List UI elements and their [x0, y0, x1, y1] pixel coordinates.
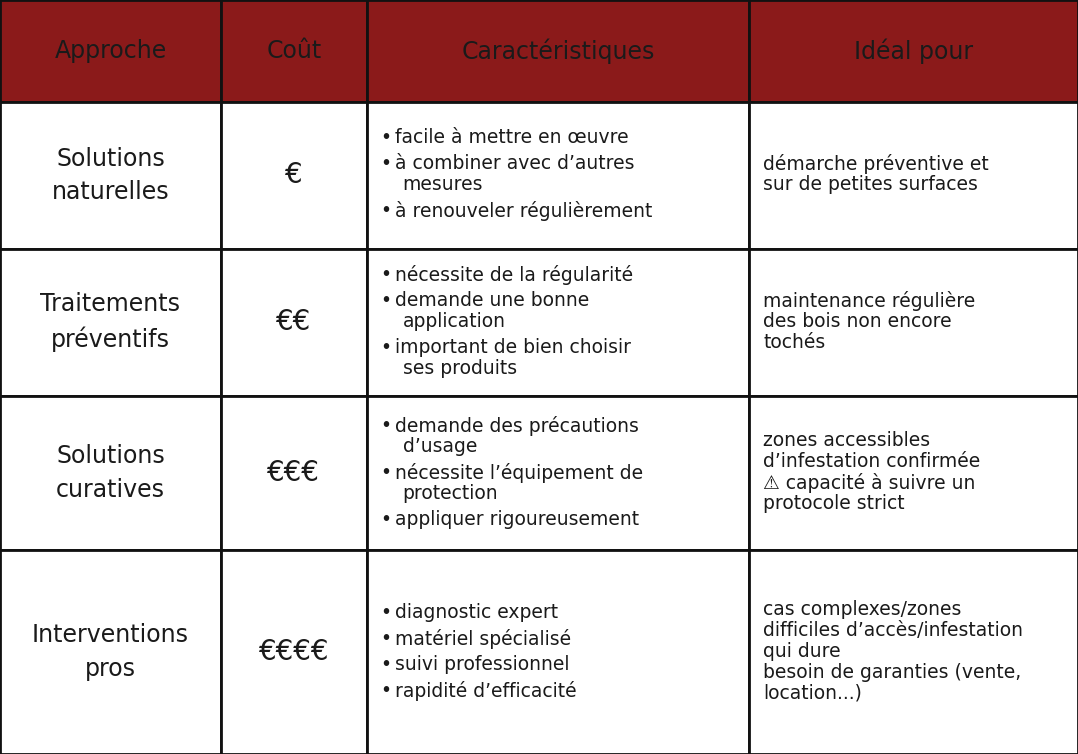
Text: nécessite l’équipement de: nécessite l’équipement de: [395, 463, 642, 483]
Text: des bois non encore: des bois non encore: [763, 312, 952, 331]
Bar: [0, 249, 221, 396]
Text: •: •: [381, 128, 391, 148]
Text: protocole strict: protocole strict: [763, 494, 904, 513]
Text: €€€€: €€€€: [259, 638, 329, 667]
Text: Traitements
préventifs: Traitements préventifs: [41, 293, 180, 352]
Text: protection: protection: [402, 483, 498, 503]
Text: Idéal pour: Idéal pour: [854, 38, 973, 63]
Bar: [221, 249, 367, 396]
Text: •: •: [381, 463, 391, 482]
Bar: [0, 396, 221, 550]
Text: diagnostic expert: diagnostic expert: [395, 603, 557, 622]
Text: demande des précautions: demande des précautions: [395, 415, 638, 436]
Text: €: €: [285, 161, 303, 189]
Text: sur de petites surfaces: sur de petites surfaces: [763, 176, 978, 195]
Text: mesures: mesures: [402, 176, 483, 195]
Text: ses produits: ses produits: [402, 359, 516, 378]
Bar: [221, 550, 367, 754]
Text: Approche: Approche: [54, 39, 167, 63]
Bar: [749, 550, 1078, 754]
Text: besoin de garanties (vente,: besoin de garanties (vente,: [763, 663, 1022, 682]
Text: Coût: Coût: [266, 39, 321, 63]
Text: €€: €€: [276, 308, 312, 336]
Text: zones accessibles: zones accessibles: [763, 431, 930, 450]
Text: Solutions
naturelles: Solutions naturelles: [52, 146, 169, 204]
Text: €€€: €€€: [267, 459, 320, 487]
Text: d’usage: d’usage: [402, 437, 476, 455]
Bar: [749, 102, 1078, 249]
Text: difficiles d’accès/infestation: difficiles d’accès/infestation: [763, 621, 1023, 640]
Text: important de bien choisir: important de bien choisir: [395, 338, 631, 357]
Bar: [367, 396, 749, 550]
Text: Caractéristiques: Caractéristiques: [461, 38, 654, 63]
Bar: [367, 102, 749, 249]
Text: facile à mettre en œuvre: facile à mettre en œuvre: [395, 128, 628, 148]
Bar: [749, 0, 1078, 102]
Bar: [221, 102, 367, 249]
Text: Interventions
pros: Interventions pros: [32, 624, 189, 681]
Text: ⚠ capacité à suivre un: ⚠ capacité à suivre un: [763, 474, 976, 493]
Text: •: •: [381, 338, 391, 357]
Bar: [0, 102, 221, 249]
Text: démarche préventive et: démarche préventive et: [763, 155, 989, 174]
Bar: [0, 550, 221, 754]
Text: •: •: [381, 201, 391, 220]
Bar: [749, 396, 1078, 550]
Bar: [221, 396, 367, 550]
Text: •: •: [381, 603, 391, 622]
Bar: [749, 249, 1078, 396]
Text: tochés: tochés: [763, 333, 826, 352]
Text: •: •: [381, 291, 391, 310]
Text: •: •: [381, 681, 391, 700]
Text: •: •: [381, 155, 391, 173]
Text: maintenance régulière: maintenance régulière: [763, 291, 976, 311]
Text: rapidité d’efficacité: rapidité d’efficacité: [395, 681, 576, 700]
Text: à renouveler régulièrement: à renouveler régulièrement: [395, 201, 652, 221]
Text: suivi professionnel: suivi professionnel: [395, 654, 569, 674]
Text: nécessite de la régularité: nécessite de la régularité: [395, 265, 633, 285]
Text: demande une bonne: demande une bonne: [395, 291, 589, 310]
Text: matériel spécialisé: matériel spécialisé: [395, 629, 570, 648]
Text: qui dure: qui dure: [763, 642, 841, 661]
Bar: [221, 0, 367, 102]
Bar: [367, 550, 749, 754]
Bar: [367, 0, 749, 102]
Text: •: •: [381, 629, 391, 648]
Text: application: application: [402, 312, 506, 331]
Text: •: •: [381, 415, 391, 435]
Text: d’infestation confirmée: d’infestation confirmée: [763, 452, 981, 471]
Text: •: •: [381, 265, 391, 284]
Text: location...): location...): [763, 684, 862, 703]
Text: Solutions
curatives: Solutions curatives: [56, 444, 165, 502]
Bar: [367, 249, 749, 396]
Text: •: •: [381, 654, 391, 674]
Text: appliquer rigoureusement: appliquer rigoureusement: [395, 510, 638, 529]
Bar: [0, 0, 221, 102]
Text: à combiner avec d’autres: à combiner avec d’autres: [395, 155, 634, 173]
Text: cas complexes/zones: cas complexes/zones: [763, 600, 962, 619]
Text: •: •: [381, 510, 391, 529]
